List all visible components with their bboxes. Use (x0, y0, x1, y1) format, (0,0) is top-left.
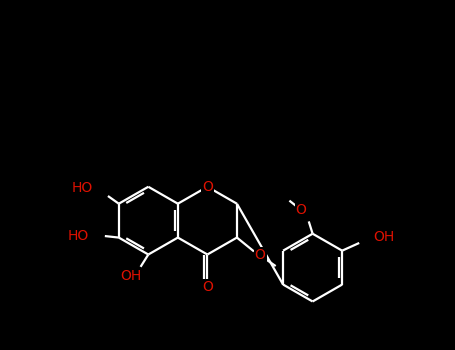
Text: OH: OH (120, 269, 141, 283)
Text: O: O (255, 248, 266, 262)
Text: OH: OH (373, 230, 394, 244)
Text: O: O (202, 180, 213, 194)
Text: HO: HO (71, 181, 92, 195)
Text: HO: HO (68, 229, 89, 243)
Text: O: O (296, 203, 306, 217)
Text: O: O (202, 280, 213, 294)
